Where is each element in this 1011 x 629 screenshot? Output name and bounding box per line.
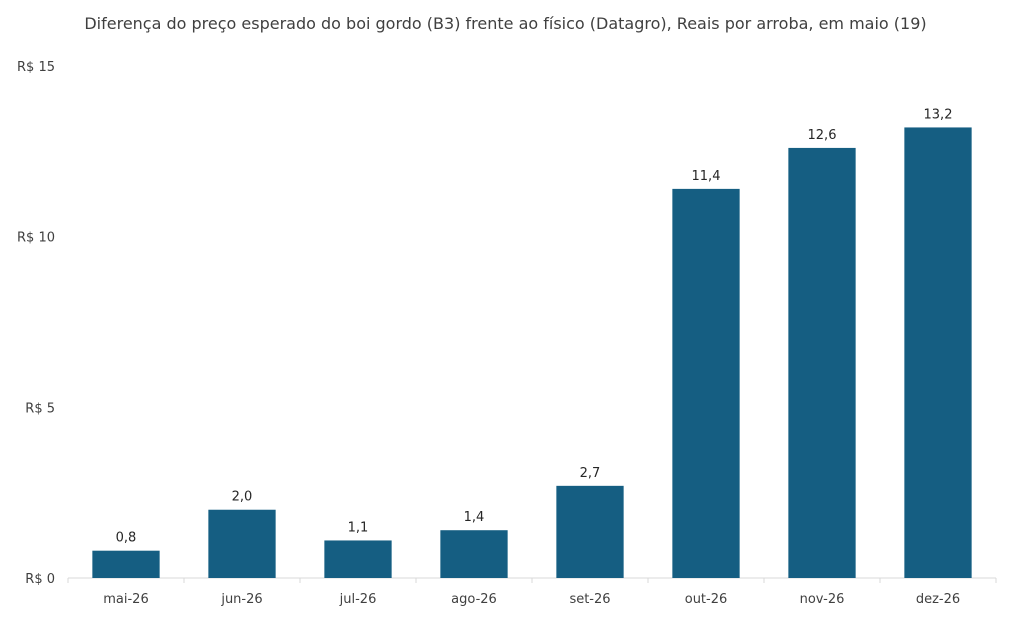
bar — [788, 147, 856, 579]
data-label: 13,2 — [924, 107, 953, 122]
data-label: 2,7 — [580, 466, 601, 481]
bar — [672, 188, 740, 578]
bar — [208, 509, 276, 578]
bar — [904, 127, 972, 578]
data-label: 2,0 — [232, 490, 253, 505]
data-label: 12,6 — [808, 128, 837, 143]
y-tick-label: R$ 10 — [17, 231, 55, 246]
x-tick-label: dez-26 — [916, 592, 960, 607]
data-label: 1,1 — [348, 520, 369, 535]
x-tick-label: nov-26 — [800, 592, 845, 607]
bar — [556, 485, 624, 578]
bar — [324, 540, 392, 578]
data-label: 0,8 — [116, 531, 137, 546]
bar — [440, 530, 508, 578]
x-tick-label: ago-26 — [451, 592, 497, 607]
y-tick-label: R$ 0 — [25, 572, 55, 587]
y-tick-label: R$ 5 — [25, 401, 55, 416]
y-tick-label: R$ 15 — [17, 60, 55, 75]
bar — [92, 550, 160, 578]
x-tick-label: jun-26 — [220, 592, 262, 607]
x-tick-label: out-26 — [685, 592, 728, 607]
chart-title: Diferença do preço esperado do boi gordo… — [84, 14, 927, 33]
data-label: 1,4 — [464, 510, 485, 525]
x-tick-label: jul-26 — [339, 592, 377, 607]
x-tick-label: set-26 — [569, 592, 610, 607]
x-tick-label: mai-26 — [103, 592, 148, 607]
data-label: 11,4 — [692, 169, 721, 184]
